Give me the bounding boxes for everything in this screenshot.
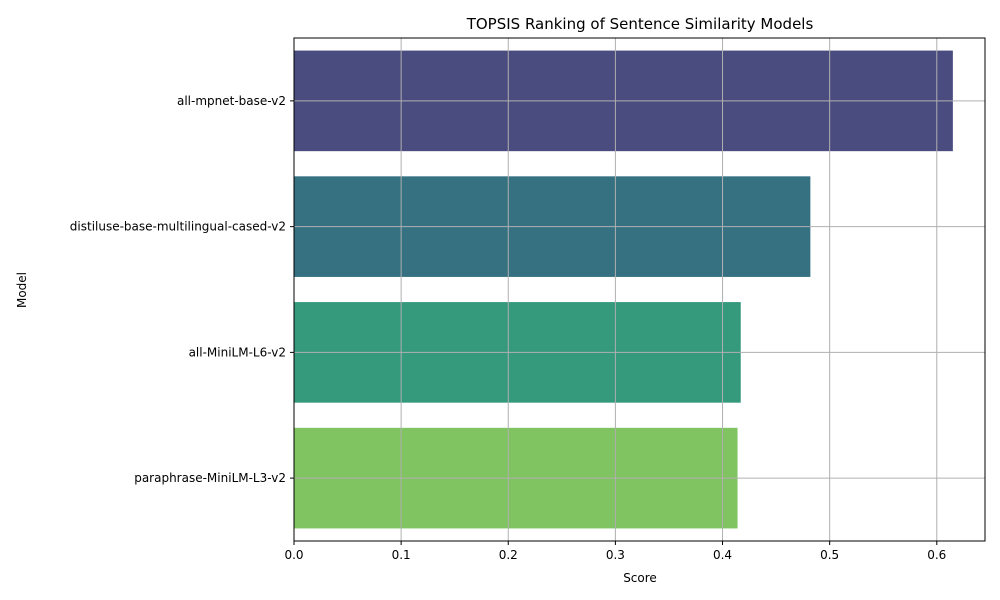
x-tick-label: 0.5 [820,548,839,562]
y-tick-labels: all-mpnet-base-v2 distiluse-base-multilin… [70,94,286,485]
x-axis-title: Score [623,571,657,585]
axes [290,37,986,545]
x-tick-label: 0.1 [392,548,411,562]
y-tick-label: all-MiniLM-L6-v2 [189,345,286,359]
x-tick-labels: 0.0 0.1 0.2 0.3 0.4 0.5 0.6 [284,548,946,562]
x-tick-label: 0.3 [606,548,625,562]
chart-title: TOPSIS Ranking of Sentence Similarity Mo… [466,15,814,33]
bars [294,50,953,529]
y-tick-label: all-mpnet-base-v2 [177,94,286,108]
plot-frame [293,37,986,542]
y-tick-label: distiluse-base-multilingual-cased-v2 [70,220,286,234]
x-tick-label: 0.4 [713,548,732,562]
x-tick-label: 0.6 [927,548,946,562]
y-axis-title: Model [15,272,29,308]
x-tick-label: 0.0 [284,548,303,562]
x-tick-label: 0.2 [499,548,518,562]
y-tick-label: paraphrase-MiniLM-L3-v2 [134,471,286,485]
